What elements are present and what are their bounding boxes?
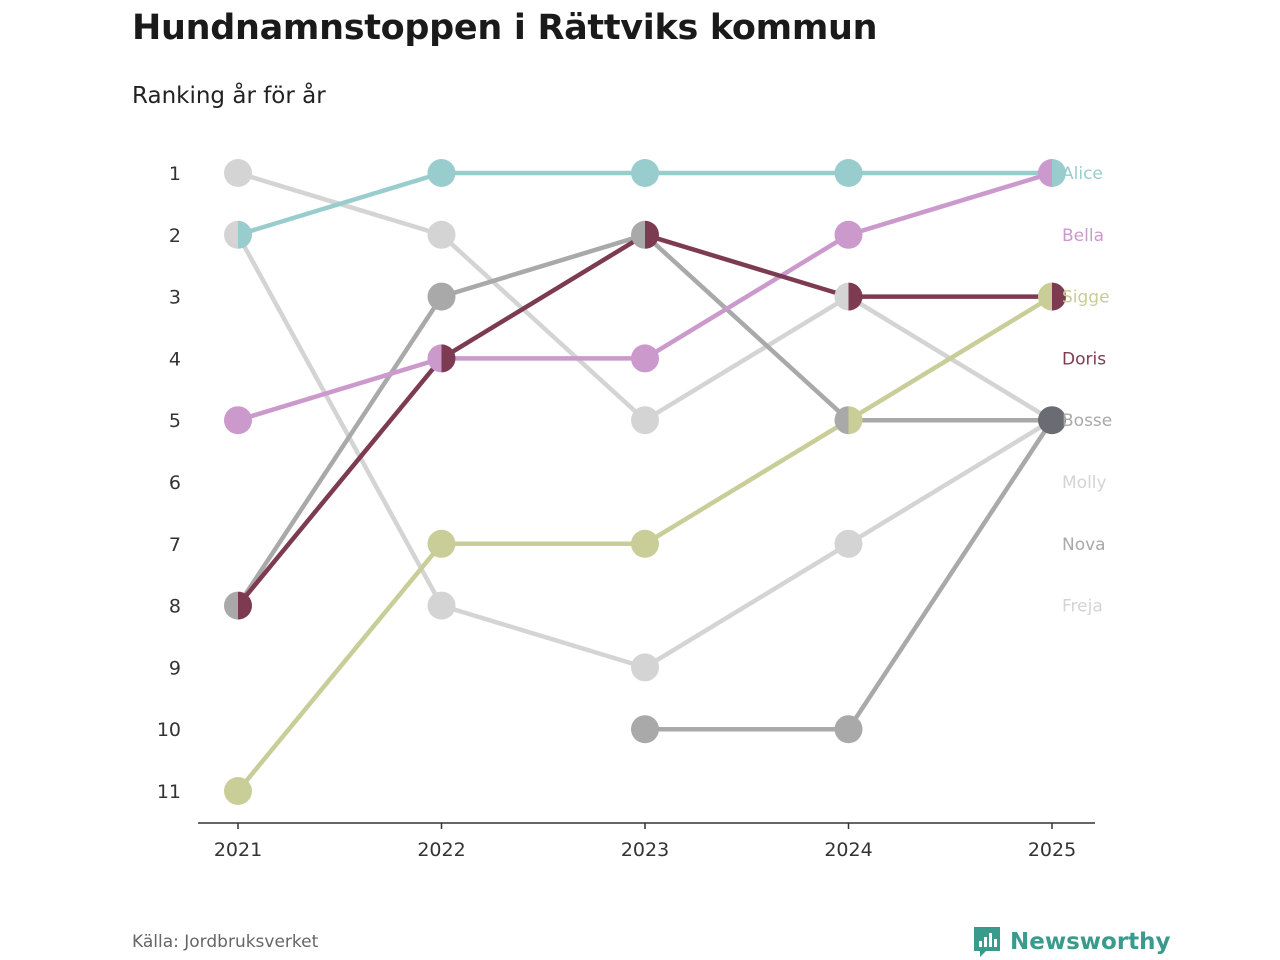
marker-freja-2023 (631, 653, 659, 682)
marker-sigge-2023 (631, 529, 659, 558)
marker-nova-2023 (631, 220, 645, 249)
x-tick-label: 2022 (417, 839, 465, 861)
marker-doris-2025 (1052, 282, 1066, 311)
y-axis-ticks: 1 2 3 4 5 6 7 8 9 10 11 (157, 163, 181, 803)
marker-bella-2025 (1038, 159, 1052, 187)
marker-nova-2021 (224, 591, 238, 620)
marker-molly-2022 (427, 220, 456, 249)
marker-bella-2024 (834, 220, 863, 249)
marker-nova-2022 (427, 282, 456, 311)
end-label-alice: Alice (1062, 164, 1103, 184)
y-tick-label: 6 (169, 472, 181, 494)
marker-sigge-2024 (848, 406, 863, 435)
marker-doris-2022 (441, 344, 456, 373)
marker-overlap-2025 (1038, 406, 1066, 435)
marker-bosse-2024 (834, 715, 863, 744)
bar-chart-speech-bubble-icon (974, 927, 1000, 957)
bump-chart: 1 2 3 4 5 6 7 8 9 10 11 2021 2022 2023 2024 2025 Alice… (157, 159, 1112, 861)
marker-doris-2024 (848, 282, 863, 311)
brand-logo: Newsworthy (972, 925, 1171, 959)
marker-freja-2021 (224, 220, 238, 249)
series-markers (224, 159, 1066, 805)
y-tick-label: 10 (157, 719, 181, 741)
end-label-nova: Nova (1062, 535, 1106, 555)
x-tick-label: 2024 (824, 839, 872, 861)
marker-alice-2022 (427, 159, 456, 187)
marker-alice-2024 (834, 159, 863, 187)
marker-freja-2022 (427, 591, 456, 620)
marker-doris-2021 (238, 591, 252, 620)
marker-alice-2023 (631, 159, 659, 187)
marker-molly-2024 (834, 282, 849, 311)
marker-sigge-2022 (427, 529, 456, 558)
y-tick-label: 4 (169, 348, 181, 370)
x-axis: 2021 2022 2023 2024 2025 (198, 822, 1095, 861)
y-tick-label: 2 (169, 225, 181, 247)
end-label-sigge: Sigge (1062, 288, 1110, 308)
marker-bella-2022 (427, 344, 442, 373)
end-label-doris: Doris (1062, 349, 1106, 369)
end-labels: Alice Bella Sigge Doris Bosse Molly Nova Freja (1062, 164, 1112, 617)
marker-sigge-2021 (224, 777, 252, 805)
x-tick-label: 2021 (214, 839, 262, 861)
marker-alice-2025 (1052, 159, 1066, 187)
y-tick-label: 7 (169, 534, 181, 556)
x-tick-label: 2023 (621, 839, 669, 861)
brand-name: Newsworthy (1010, 929, 1171, 955)
marker-alice-2021 (238, 220, 252, 249)
chart-title: Hundnamnstoppen i Rättviks kommun (132, 8, 878, 48)
source-note: Källa: Jordbruksverket (132, 932, 319, 952)
marker-nova-2024 (834, 406, 849, 435)
chart-subtitle: Ranking år för år (132, 83, 326, 109)
x-tick-label: 2025 (1028, 839, 1076, 861)
y-tick-label: 8 (169, 596, 181, 618)
y-tick-label: 1 (169, 163, 181, 185)
series-lines (235, 170, 1055, 794)
series-line-bosse (642, 417, 1055, 732)
marker-doris-2023 (645, 220, 659, 249)
y-tick-label: 3 (169, 287, 181, 309)
y-tick-label: 11 (157, 781, 181, 803)
marker-bella-2021 (224, 406, 252, 435)
marker-sigge-2025 (1038, 282, 1052, 311)
marker-molly-2021 (224, 159, 252, 187)
end-label-freja: Freja (1062, 597, 1103, 617)
y-tick-label: 9 (169, 657, 181, 679)
marker-bella-2023 (631, 344, 659, 373)
marker-bosse-2023 (631, 715, 659, 744)
end-label-bosse: Bosse (1062, 411, 1112, 431)
end-label-molly: Molly (1062, 473, 1107, 493)
marker-freja-2024 (834, 529, 863, 558)
y-tick-label: 5 (169, 410, 181, 432)
marker-molly-2023 (631, 406, 659, 435)
end-label-bella: Bella (1062, 226, 1104, 246)
